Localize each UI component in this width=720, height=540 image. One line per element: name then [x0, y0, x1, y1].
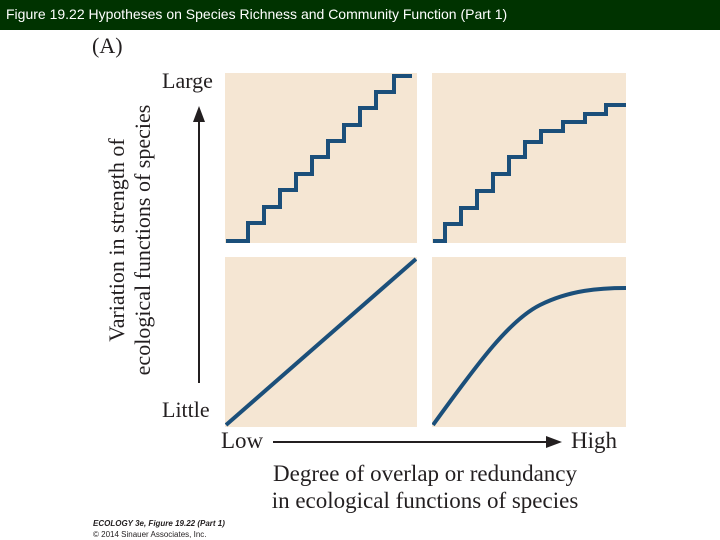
x-axis-label: Degree of overlap or redundancy in ecolo…	[205, 460, 645, 514]
curve-linear	[225, 257, 417, 427]
title-bar: Figure 19.22 Hypotheses on Species Richn…	[0, 0, 720, 30]
panel-label: (A)	[92, 33, 123, 58]
x-tick-low: Low	[221, 428, 264, 453]
credit-line2: © 2014 Sinauer Associates, Inc.	[93, 530, 207, 539]
y-tick-little: Little	[162, 397, 210, 422]
panel-bottom-right	[432, 257, 626, 427]
curve-stepped-saturating	[433, 103, 626, 243]
curve-saturating	[432, 286, 626, 427]
x-tick-high: High	[571, 428, 617, 453]
x-axis-label-line1: Degree of overlap or redundancy	[273, 461, 577, 486]
y-axis-arrowhead	[193, 106, 205, 122]
x-axis-label-line2: in ecological functions of species	[271, 488, 579, 513]
figure-title: Figure 19.22 Hypotheses on Species Richn…	[6, 6, 508, 22]
figure-credit: ECOLOGY 3e, Figure 19.22 (Part 1) © 2014…	[93, 518, 225, 540]
y-tick-large: Large	[162, 68, 213, 93]
x-axis-arrowhead	[546, 436, 562, 448]
curve-stepped-linear	[226, 74, 412, 243]
credit-line1: ECOLOGY 3e, Figure 19.22 (Part 1)	[93, 519, 225, 528]
panel-top-right	[432, 73, 626, 243]
